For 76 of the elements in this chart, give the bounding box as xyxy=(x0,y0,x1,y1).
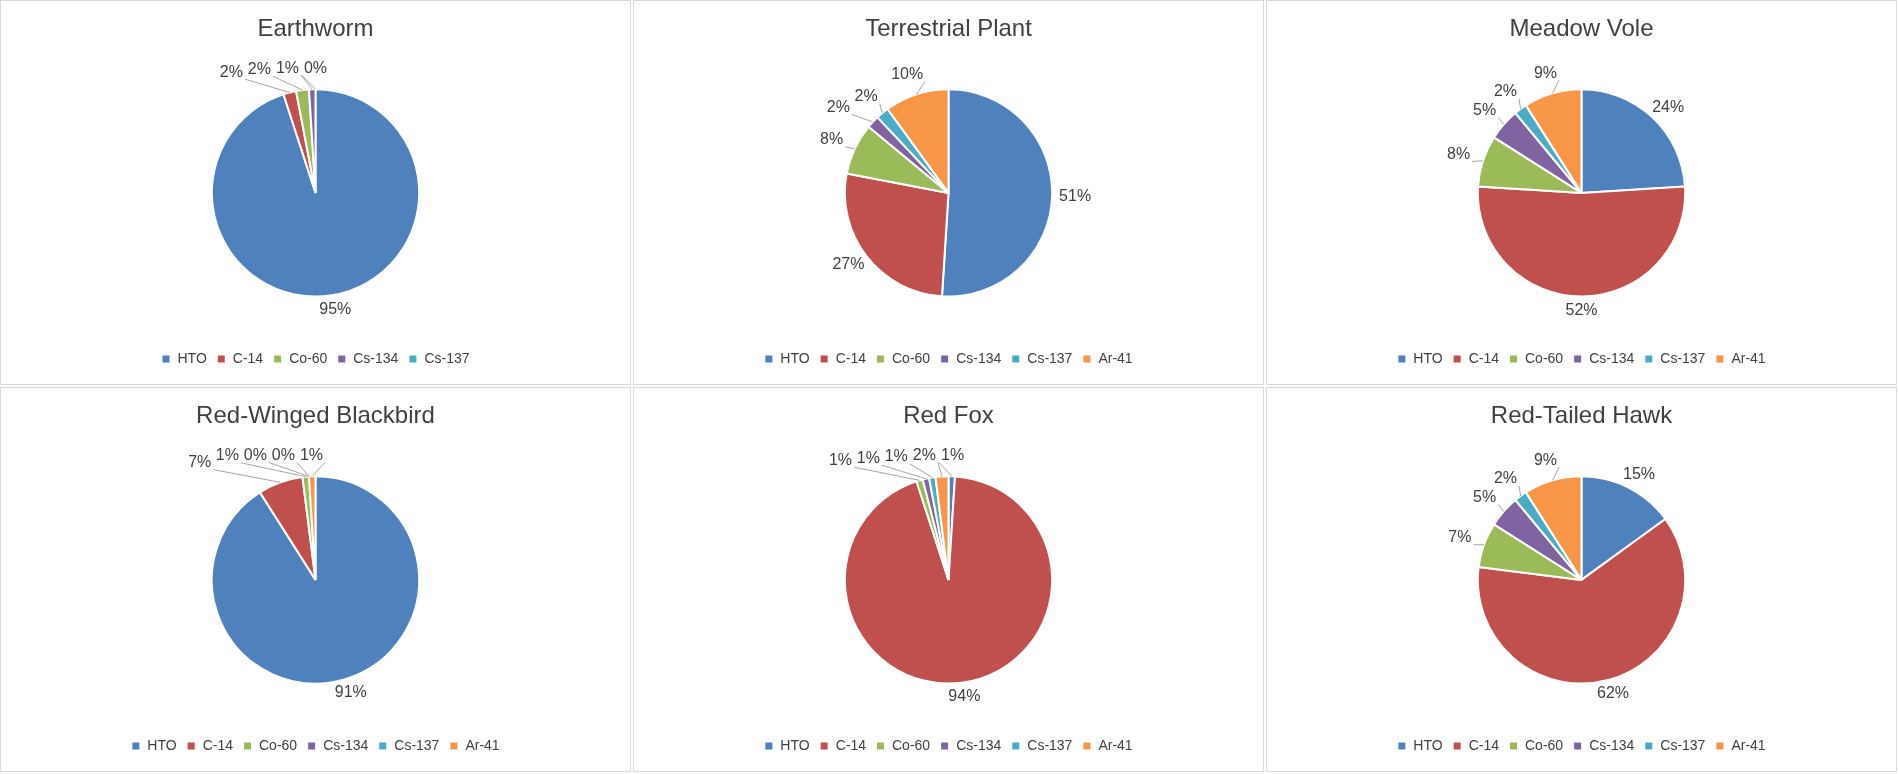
chart-title: Red Fox xyxy=(903,401,994,429)
legend-label: C-14 xyxy=(835,736,867,753)
legend-label: C-14 xyxy=(835,349,867,366)
legend-label: Cs-137 xyxy=(1027,736,1073,753)
data-label: 15% xyxy=(1623,465,1656,483)
data-label: 94% xyxy=(948,687,981,705)
data-label: 1% xyxy=(299,445,323,463)
legend-label: HTO xyxy=(1413,349,1443,366)
chart-title: Earthworm xyxy=(257,14,374,42)
legend-label: Co-60 xyxy=(259,736,298,753)
data-label: 1% xyxy=(275,58,299,76)
legend-label: C-14 xyxy=(1468,736,1500,753)
legend-label: Co-60 xyxy=(1525,349,1564,366)
data-label: 24% xyxy=(1652,97,1685,115)
legend-label: HTO xyxy=(177,349,207,366)
chart-title: Red-Tailed Hawk xyxy=(1490,401,1674,429)
data-label: 9% xyxy=(1533,63,1558,81)
legend-label: Ar-41 xyxy=(465,736,500,753)
legend-label: C-14 xyxy=(232,349,264,366)
data-label: 91% xyxy=(334,683,367,701)
legend-label: Cs-134 xyxy=(956,736,1002,753)
legend-label: Co-60 xyxy=(892,736,931,753)
legend-label: Ar-41 xyxy=(1098,349,1133,366)
legend-label: HTO xyxy=(1413,736,1443,753)
legend-label: Ar-41 xyxy=(1731,349,1766,366)
legend-label: Cs-137 xyxy=(394,736,440,753)
legend-label: Co-60 xyxy=(1525,736,1564,753)
data-label: 95% xyxy=(319,299,352,317)
chart-title: Meadow Vole xyxy=(1509,14,1654,42)
data-label: 2% xyxy=(247,59,271,77)
data-label: 10% xyxy=(891,64,924,82)
data-label: 52% xyxy=(1565,300,1598,318)
legend-label: HTO xyxy=(780,736,810,753)
text: 0% xyxy=(271,445,295,463)
legend-label: Cs-137 xyxy=(1660,349,1706,366)
legend-label: Cs-137 xyxy=(1660,736,1706,753)
legend-label: Cs-134 xyxy=(1589,349,1635,366)
legend-label: C-14 xyxy=(202,736,234,753)
legend-label: HTO xyxy=(147,736,177,753)
data-label: 51% xyxy=(1059,187,1092,204)
data-label: 27% xyxy=(832,255,865,273)
data-label: 5% xyxy=(1473,100,1497,118)
data-label: 2% xyxy=(1493,82,1518,100)
data-label: 2% xyxy=(912,445,936,463)
data-label: 62% xyxy=(1596,684,1630,702)
legend-label: Cs-134 xyxy=(323,736,369,753)
data-label: 5% xyxy=(1473,487,1497,505)
data-label: 2% xyxy=(219,62,243,80)
legend-label: Ar-41 xyxy=(1731,736,1766,753)
data-label: 2% xyxy=(826,97,850,115)
chart-title: Red-Winged Blackbird xyxy=(196,401,435,429)
chart-title: Terrestrial Plant xyxy=(865,14,1033,42)
legend-label: Cs-137 xyxy=(424,349,470,366)
data-label: 1% xyxy=(215,446,239,464)
data-label: 7% xyxy=(1448,528,1472,546)
legend-label: Co-60 xyxy=(892,349,931,366)
legend-label: Cs-134 xyxy=(1589,736,1635,753)
legend-label: Cs-134 xyxy=(956,349,1002,366)
data-label: 1% xyxy=(828,450,853,468)
data-label: 7% xyxy=(188,453,212,471)
text: 0% xyxy=(303,58,328,76)
legend-label: Cs-134 xyxy=(353,349,399,366)
text: 0% xyxy=(243,445,267,463)
data-label: 1% xyxy=(941,445,965,463)
data-label: 1% xyxy=(884,447,908,465)
data-label: 9% xyxy=(1533,450,1558,468)
legend-label: Ar-41 xyxy=(1098,736,1133,753)
data-label: 1% xyxy=(856,448,880,466)
legend-label: HTO xyxy=(780,349,810,366)
data-label: 2% xyxy=(854,87,878,105)
data-label: 2% xyxy=(1493,469,1518,487)
legend-label: Co-60 xyxy=(289,349,328,366)
legend-label: C-14 xyxy=(1468,349,1500,366)
legend-label: Cs-137 xyxy=(1027,349,1073,366)
data-label: 8% xyxy=(1447,144,1471,162)
data-label: 8% xyxy=(820,130,844,148)
